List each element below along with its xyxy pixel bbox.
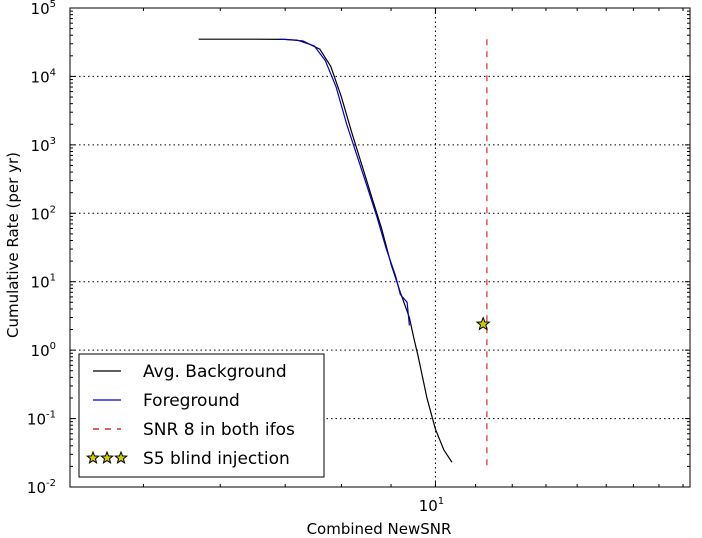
y-tick-label: 105 <box>31 0 56 18</box>
y-tick-label: 103 <box>31 136 56 155</box>
y-axis-label: Cumulative Rate (per yr) <box>4 152 22 338</box>
grid-lines <box>70 7 690 488</box>
x-tick-label: 101 <box>419 496 444 515</box>
legend-star-icon <box>99 450 115 464</box>
series-layer <box>198 38 491 467</box>
tick-labels: 105 104 103 102 101 100 10-1 10-2 101 <box>27 0 444 515</box>
legend-label-foreground: Foreground <box>143 391 240 411</box>
plot-frame <box>69 7 691 488</box>
legend-star-icon <box>113 450 129 464</box>
y-tick-label: 101 <box>31 273 56 292</box>
x-axis-label: Combined NewSNR <box>307 520 452 538</box>
tick-marks <box>70 7 690 488</box>
y-tick-label: 102 <box>31 204 56 223</box>
legend-star-icon <box>85 450 101 464</box>
s5-blind-injection-marker <box>475 316 491 331</box>
legend-label-s5-blind-injection: S5 blind injection <box>143 449 290 469</box>
legend-label-snr-8-in-both-ifos: SNR 8 in both ifos <box>143 420 295 440</box>
y-tick-label: 104 <box>31 67 56 86</box>
foreground-line <box>279 38 410 326</box>
y-tick-label: 100 <box>31 341 56 360</box>
legend-label-avg-background: Avg. Background <box>143 362 287 382</box>
legend: Avg. Background Foreground SNR 8 in both i… <box>78 353 325 478</box>
y-tick-label: 10-1 <box>27 410 56 429</box>
y-tick-label: 10-2 <box>27 478 56 497</box>
